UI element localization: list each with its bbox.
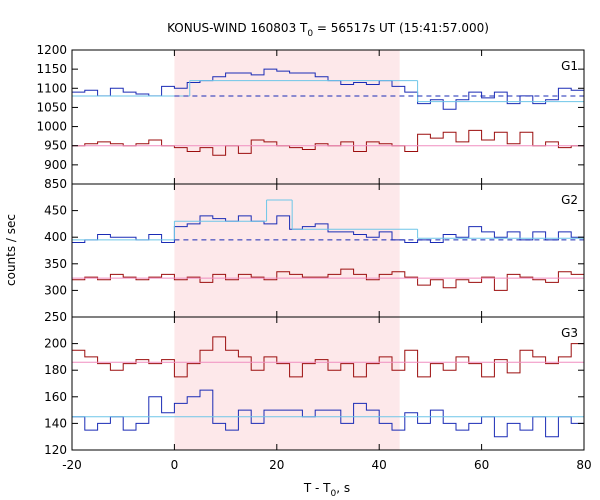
y-tick-label: 1200 [36, 43, 67, 57]
x-tick-label: 40 [372, 458, 387, 472]
x-tick-label: -20 [62, 458, 82, 472]
panel-g2 [72, 199, 584, 291]
shaded-interval [174, 50, 400, 450]
series-g2-blue-step [72, 215, 584, 243]
x-axis-title-rest: , s [336, 481, 350, 495]
y-tick-label: 900 [44, 158, 67, 172]
y-tick-label: 1050 [36, 100, 67, 114]
y-tick-label: 1150 [36, 62, 67, 76]
x-axis-title: T - T0, s [303, 481, 350, 499]
shade-layer [174, 50, 400, 450]
x-tick-label: 0 [171, 458, 179, 472]
y-tick-label: 350 [44, 257, 67, 271]
y-tick-label: 140 [44, 416, 67, 430]
y-tick-label: 180 [44, 363, 67, 377]
series-g2-red-step [72, 268, 584, 291]
chart-title: KONUS-WIND 160803 T0 = 56517s UT (15:41:… [167, 21, 489, 39]
series-g3-blue-step [72, 389, 584, 438]
panel-label: G1 [561, 59, 578, 73]
chart-title-main: KONUS-WIND 160803 T [167, 21, 308, 35]
panel-g3 [72, 336, 584, 438]
y-tick-label: 160 [44, 390, 67, 404]
x-tick-label: 60 [474, 458, 489, 472]
y-axis-title: counts / sec [4, 214, 18, 286]
frame-layer: 12001150110010501000950900850G1450400350… [36, 43, 591, 472]
panel-label: G2 [561, 193, 578, 207]
y-tick-label: 250 [44, 310, 67, 324]
series-g1-red-step [72, 129, 584, 156]
x-tick-label: 20 [269, 458, 284, 472]
panel-label: G3 [561, 326, 578, 340]
x-tick-label: 80 [576, 458, 591, 472]
y-tick-label: 1100 [36, 81, 67, 95]
x-axis-title-main: T - T [303, 481, 331, 495]
panels-layer [72, 68, 584, 438]
chart-title-rest: = 56517s UT (15:41:57.000) [313, 21, 489, 35]
panel-g1 [72, 68, 584, 156]
y-tick-label: 120 [44, 443, 67, 457]
y-tick-label: 950 [44, 139, 67, 153]
y-tick-label: 850 [44, 177, 67, 191]
y-tick-label: 1000 [36, 120, 67, 134]
panel-frame [71, 316, 585, 451]
chart-title-subscript: 0 [307, 29, 313, 39]
y-tick-label: 300 [44, 283, 67, 297]
x-axis-title-subscript: 0 [331, 489, 337, 499]
y-tick-label: 450 [44, 204, 67, 218]
y-tick-label: 400 [44, 230, 67, 244]
y-tick-label: 200 [44, 337, 67, 351]
